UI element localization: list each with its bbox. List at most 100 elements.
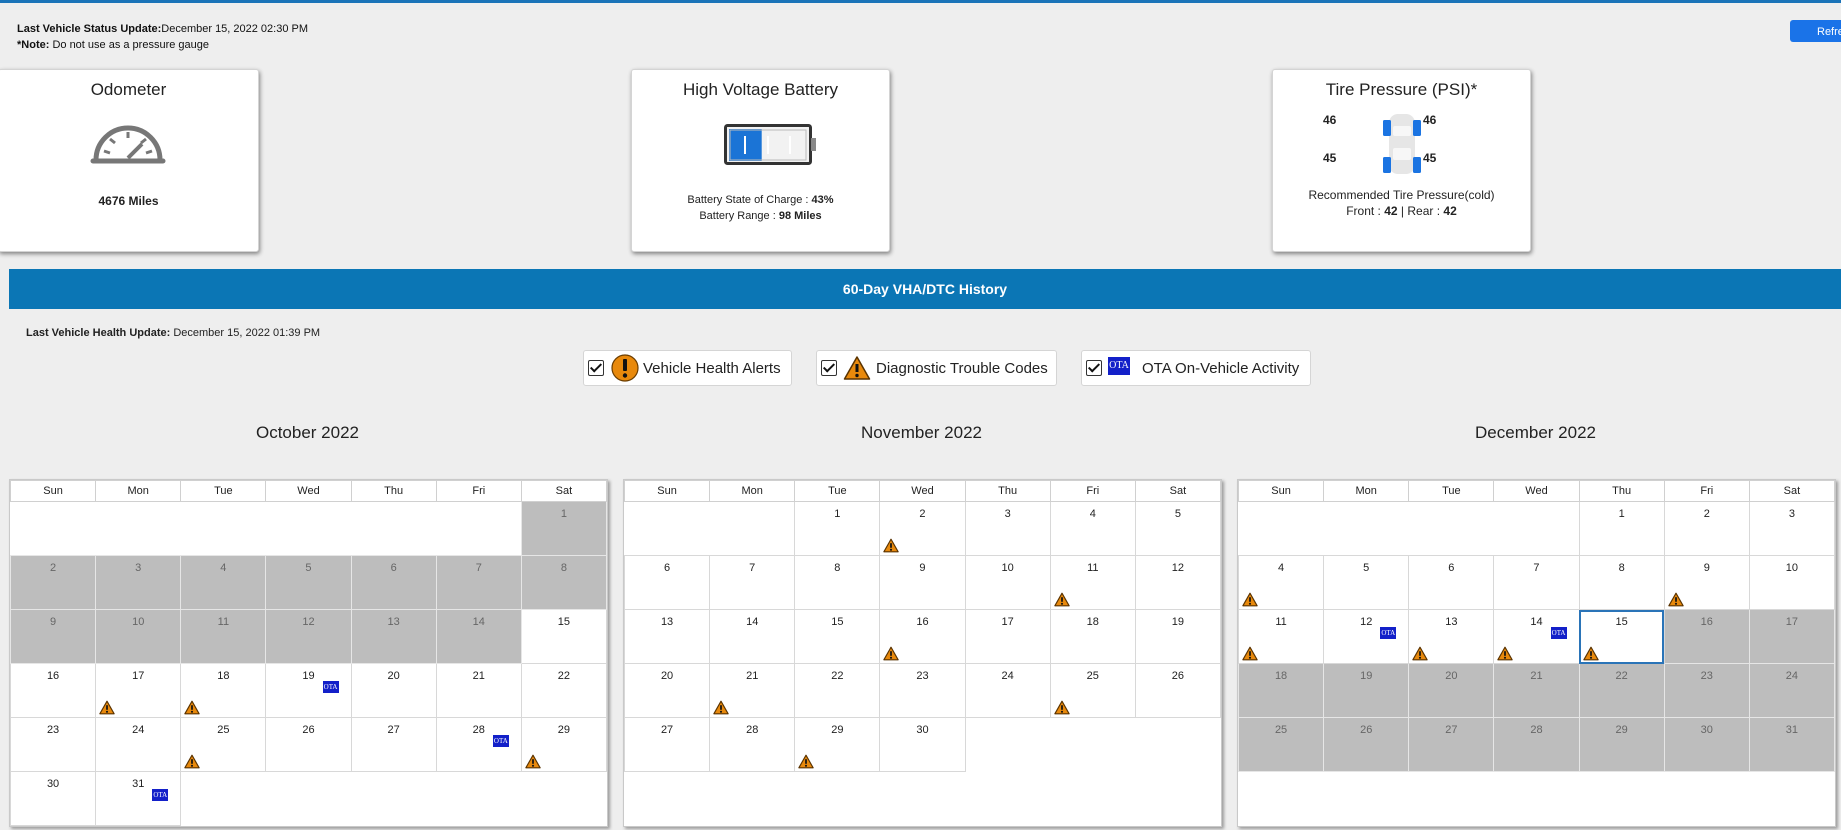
calendar-day[interactable]: 16 bbox=[879, 609, 966, 664]
calendar-day[interactable]: 29 bbox=[794, 717, 881, 772]
calendar-day[interactable]: 5 bbox=[1323, 555, 1410, 610]
calendar-day[interactable]: 2 bbox=[1663, 501, 1750, 556]
calendar-day[interactable]: 19 bbox=[1323, 663, 1410, 718]
calendar-day[interactable]: 4 bbox=[180, 555, 267, 610]
dtc-warning-icon[interactable] bbox=[1667, 592, 1684, 607]
calendar-day[interactable]: 12 OTA bbox=[1323, 609, 1410, 664]
ota-activity-icon[interactable]: OTA bbox=[1380, 627, 1397, 639]
vha-checkbox[interactable] bbox=[588, 360, 604, 376]
calendar-day[interactable]: 4 bbox=[1049, 501, 1136, 556]
calendar-day[interactable]: 10 bbox=[95, 609, 182, 664]
dtc-warning-icon[interactable] bbox=[1242, 592, 1258, 607]
calendar-day[interactable]: 22 bbox=[520, 663, 608, 718]
calendar-day[interactable]: 28 bbox=[709, 717, 796, 772]
calendar-day[interactable]: 17 bbox=[1748, 609, 1836, 664]
calendar-day[interactable]: 6 bbox=[1408, 555, 1495, 610]
calendar-day[interactable]: 29 bbox=[520, 717, 608, 772]
ota-activity-icon[interactable]: OTA bbox=[1550, 627, 1567, 639]
calendar-day[interactable]: 30 bbox=[1663, 717, 1750, 772]
calendar-day[interactable]: 25 bbox=[1237, 717, 1325, 772]
dtc-warning-icon[interactable] bbox=[1412, 646, 1428, 661]
calendar-day[interactable]: 13 bbox=[623, 609, 711, 664]
calendar-day[interactable]: 23 bbox=[879, 663, 966, 718]
calendar-day[interactable]: 11 bbox=[1237, 609, 1325, 664]
dtc-warning-icon[interactable] bbox=[99, 700, 115, 715]
calendar-day[interactable]: 19 OTA bbox=[265, 663, 352, 718]
calendar-day[interactable]: 3 bbox=[95, 555, 182, 610]
calendar-day[interactable]: 21 bbox=[709, 663, 796, 718]
calendar-day[interactable]: 7 bbox=[1493, 555, 1580, 610]
calendar-day[interactable]: 24 bbox=[1748, 663, 1836, 718]
calendar-day[interactable]: 12 bbox=[265, 609, 352, 664]
calendar-day[interactable]: 27 bbox=[623, 717, 711, 772]
dtc-warning-icon[interactable] bbox=[1497, 646, 1514, 661]
calendar-day[interactable]: 3 bbox=[1748, 501, 1836, 556]
dtc-warning-icon[interactable] bbox=[184, 700, 200, 715]
calendar-day[interactable]: 27 bbox=[1408, 717, 1495, 772]
calendar-day[interactable]: 20 bbox=[623, 663, 711, 718]
calendar-day[interactable]: 24 bbox=[95, 717, 182, 772]
calendar-day[interactable]: 20 bbox=[350, 663, 437, 718]
calendar-day[interactable]: 11 bbox=[180, 609, 267, 664]
calendar-day[interactable]: 22 bbox=[794, 663, 881, 718]
calendar-day[interactable]: 15 bbox=[520, 609, 608, 664]
calendar-day[interactable]: 9 bbox=[9, 609, 97, 664]
dtc-warning-icon[interactable] bbox=[883, 538, 900, 553]
refresh-button[interactable]: Refresh bbox=[1790, 20, 1841, 42]
calendar-day[interactable]: 6 bbox=[623, 555, 711, 610]
dtc-warning-icon[interactable] bbox=[184, 754, 200, 769]
calendar-day[interactable]: 15 bbox=[1578, 609, 1665, 664]
calendar-day[interactable]: 25 bbox=[1049, 663, 1136, 718]
calendar-day[interactable]: 22 bbox=[1578, 663, 1665, 718]
dtc-checkbox[interactable] bbox=[821, 360, 837, 376]
calendar-day[interactable]: 10 bbox=[964, 555, 1051, 610]
calendar-day[interactable]: 23 bbox=[9, 717, 97, 772]
calendar-day[interactable]: 1 bbox=[794, 501, 881, 556]
calendar-day[interactable]: 8 bbox=[794, 555, 881, 610]
calendar-day[interactable]: 31 OTA bbox=[95, 771, 182, 826]
calendar-day[interactable]: 18 bbox=[180, 663, 267, 718]
calendar-day[interactable]: 5 bbox=[1134, 501, 1222, 556]
ota-activity-icon[interactable]: OTA bbox=[152, 789, 169, 801]
filter-ota-activity[interactable]: OTA OTA On-Vehicle Activity bbox=[1081, 350, 1311, 386]
calendar-day[interactable]: 18 bbox=[1237, 663, 1325, 718]
dtc-warning-icon[interactable] bbox=[1053, 700, 1070, 715]
calendar-day[interactable]: 14 bbox=[435, 609, 522, 664]
calendar-day[interactable]: 28 OTA bbox=[435, 717, 522, 772]
dtc-warning-icon[interactable] bbox=[525, 754, 541, 769]
calendar-day[interactable]: 7 bbox=[435, 555, 522, 610]
calendar-day[interactable]: 6 bbox=[350, 555, 437, 610]
calendar-day[interactable]: 8 bbox=[520, 555, 608, 610]
calendar-day[interactable]: 20 bbox=[1408, 663, 1495, 718]
ota-activity-icon[interactable]: OTA bbox=[492, 735, 509, 747]
ota-checkbox[interactable] bbox=[1086, 360, 1102, 376]
calendar-day[interactable]: 17 bbox=[964, 609, 1051, 664]
calendar-day[interactable]: 17 bbox=[95, 663, 182, 718]
calendar-day[interactable]: 15 bbox=[794, 609, 881, 664]
dtc-warning-icon[interactable] bbox=[1053, 592, 1070, 607]
calendar-day[interactable]: 5 bbox=[265, 555, 352, 610]
calendar-day[interactable]: 28 bbox=[1493, 717, 1580, 772]
calendar-day[interactable]: 7 bbox=[709, 555, 796, 610]
calendar-day[interactable]: 1 bbox=[520, 501, 608, 556]
calendar-day[interactable]: 16 bbox=[1663, 609, 1750, 664]
calendar-day[interactable]: 9 bbox=[1663, 555, 1750, 610]
calendar-day[interactable]: 4 bbox=[1237, 555, 1325, 610]
calendar-day[interactable]: 3 bbox=[964, 501, 1051, 556]
calendar-day[interactable]: 24 bbox=[964, 663, 1051, 718]
calendar-day[interactable]: 1 bbox=[1578, 501, 1665, 556]
calendar-day[interactable]: 31 bbox=[1748, 717, 1836, 772]
calendar-day[interactable]: 26 bbox=[1323, 717, 1410, 772]
calendar-day[interactable]: 26 bbox=[1134, 663, 1222, 718]
calendar-day[interactable]: 23 bbox=[1663, 663, 1750, 718]
calendar-day[interactable]: 8 bbox=[1578, 555, 1665, 610]
calendar-day[interactable]: 18 bbox=[1049, 609, 1136, 664]
calendar-day[interactable]: 9 bbox=[879, 555, 966, 610]
calendar-day[interactable]: 13 bbox=[1408, 609, 1495, 664]
calendar-day[interactable]: 25 bbox=[180, 717, 267, 772]
calendar-day[interactable]: 14 OTA bbox=[1493, 609, 1580, 664]
calendar-day[interactable]: 2 bbox=[9, 555, 97, 610]
filter-vehicle-health-alerts[interactable]: Vehicle Health Alerts bbox=[583, 350, 792, 386]
calendar-day[interactable]: 30 bbox=[879, 717, 966, 772]
dtc-warning-icon[interactable] bbox=[1582, 646, 1599, 661]
